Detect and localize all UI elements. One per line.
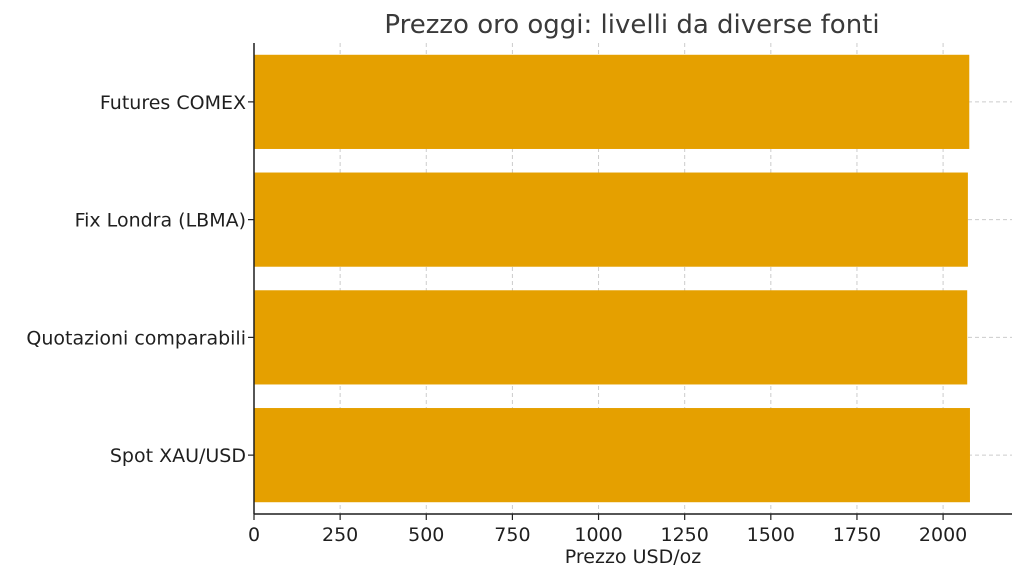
bar — [254, 54, 970, 149]
x-tick-label: 1000 — [574, 524, 622, 546]
bars-layer — [254, 54, 970, 503]
x-tick-label: 500 — [408, 524, 444, 546]
y-tick-label: Fix Londra (LBMA) — [75, 210, 246, 232]
x-tick-label: 0 — [248, 524, 260, 546]
x-tick-label: 1250 — [661, 524, 709, 546]
bar — [254, 408, 970, 503]
y-tick-label: Quotazioni comparabili — [26, 327, 246, 349]
axes-layer — [248, 43, 1012, 520]
x-tick-label: 1500 — [747, 524, 795, 546]
x-tick-label: 2000 — [919, 524, 967, 546]
x-tick-label: 750 — [494, 524, 530, 546]
x-tick-label: 250 — [322, 524, 358, 546]
y-tick-label: Futures COMEX — [100, 92, 246, 114]
y-tick-label: Spot XAU/USD — [110, 445, 246, 467]
x-axis-label: Prezzo USD/oz — [565, 546, 701, 568]
bar — [254, 172, 968, 267]
x-tick-label: 1750 — [833, 524, 881, 546]
bar — [254, 290, 968, 385]
chart-title: Prezzo oro oggi: livelli da diverse font… — [384, 10, 879, 40]
labels-layer: 0 250 500 750 1000 1250 1500 1750 2000 Spot XAU/U… — [26, 92, 967, 546]
